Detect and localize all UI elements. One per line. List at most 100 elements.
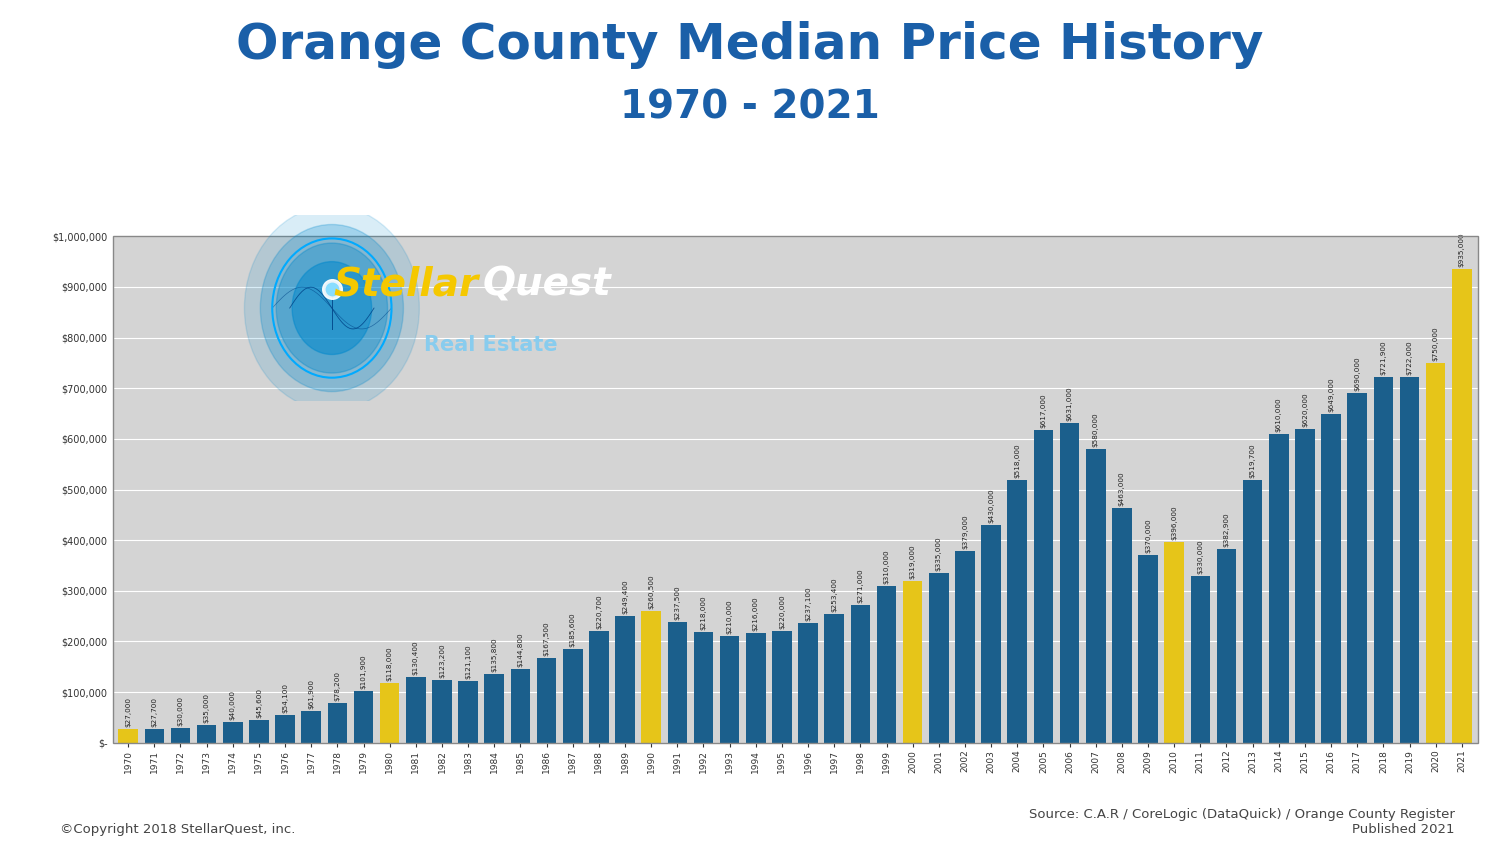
- Bar: [354, 691, 374, 743]
- Bar: [876, 586, 897, 743]
- Text: $185,600: $185,600: [570, 612, 576, 647]
- Text: $721,900: $721,900: [1380, 340, 1386, 375]
- Text: $144,800: $144,800: [518, 633, 524, 668]
- Bar: [720, 636, 740, 743]
- Bar: [327, 703, 346, 743]
- Bar: [903, 582, 922, 743]
- Bar: [118, 729, 138, 743]
- Bar: [196, 725, 216, 743]
- Bar: [510, 669, 530, 743]
- Text: $649,000: $649,000: [1328, 377, 1334, 412]
- Bar: [1034, 430, 1053, 743]
- Text: $123,200: $123,200: [440, 644, 446, 679]
- Text: $35,000: $35,000: [204, 693, 210, 723]
- Text: $121,100: $121,100: [465, 645, 471, 679]
- Text: $617,000: $617,000: [1041, 393, 1047, 428]
- Bar: [171, 728, 190, 743]
- Text: $237,100: $237,100: [806, 586, 812, 620]
- Text: $396,000: $396,000: [1172, 506, 1178, 540]
- Bar: [693, 632, 714, 743]
- Text: $935,000: $935,000: [1460, 233, 1466, 268]
- Text: $379,000: $379,000: [962, 514, 968, 549]
- Text: $722,000: $722,000: [1407, 340, 1413, 375]
- Text: 1970 - 2021: 1970 - 2021: [620, 89, 880, 127]
- Bar: [615, 616, 634, 743]
- Bar: [1191, 576, 1210, 743]
- Text: $45,600: $45,600: [256, 688, 262, 717]
- Text: $335,000: $335,000: [936, 537, 942, 571]
- Bar: [276, 716, 296, 743]
- Bar: [1452, 269, 1472, 743]
- Bar: [1244, 479, 1263, 743]
- Text: Real Estate: Real Estate: [424, 335, 558, 355]
- Bar: [224, 722, 243, 743]
- Bar: [1060, 423, 1080, 743]
- Bar: [1086, 449, 1106, 743]
- Text: $370,000: $370,000: [1144, 519, 1150, 554]
- Text: $631,000: $631,000: [1066, 387, 1072, 421]
- Text: $310,000: $310,000: [884, 549, 890, 584]
- Bar: [798, 623, 818, 743]
- Text: $118,000: $118,000: [387, 647, 393, 681]
- Text: $30,000: $30,000: [177, 695, 183, 726]
- Text: $78,200: $78,200: [334, 671, 340, 701]
- Bar: [562, 649, 582, 743]
- Text: $61,900: $61,900: [308, 679, 314, 709]
- Text: $690,000: $690,000: [1354, 357, 1360, 392]
- Bar: [1138, 555, 1158, 743]
- Circle shape: [276, 243, 387, 373]
- Text: $218,000: $218,000: [700, 596, 706, 630]
- Text: $430,000: $430,000: [988, 489, 994, 523]
- Bar: [1294, 429, 1314, 743]
- Point: [320, 283, 344, 296]
- Text: $519,700: $519,700: [1250, 443, 1256, 478]
- Text: Source: C.A.R / CoreLogic (DataQuick) / Orange County Register
Published 2021: Source: C.A.R / CoreLogic (DataQuick) / …: [1029, 808, 1455, 836]
- Text: Orange County Median Price History: Orange County Median Price History: [237, 21, 1263, 69]
- Bar: [590, 631, 609, 743]
- Text: $54,100: $54,100: [282, 684, 288, 713]
- Point: [320, 283, 344, 296]
- Text: Stellar: Stellar: [334, 266, 478, 304]
- Text: $220,700: $220,700: [596, 594, 602, 629]
- Bar: [1164, 542, 1184, 743]
- Bar: [537, 658, 556, 743]
- Text: $610,000: $610,000: [1276, 398, 1282, 432]
- Bar: [1400, 377, 1419, 743]
- Bar: [1269, 434, 1288, 743]
- Bar: [112, 236, 1478, 743]
- Text: $101,900: $101,900: [360, 654, 366, 689]
- Circle shape: [292, 262, 372, 354]
- Bar: [642, 611, 662, 743]
- Text: $382,900: $382,900: [1224, 512, 1230, 547]
- Text: Quest: Quest: [483, 266, 612, 304]
- Bar: [850, 605, 870, 743]
- Bar: [459, 681, 478, 743]
- Text: $750,000: $750,000: [1432, 327, 1438, 361]
- Text: $330,000: $330,000: [1197, 539, 1203, 574]
- Text: $463,000: $463,000: [1119, 472, 1125, 506]
- Bar: [746, 633, 765, 743]
- Text: $130,400: $130,400: [413, 640, 419, 674]
- Text: $220,000: $220,000: [778, 595, 784, 630]
- Text: $40,000: $40,000: [230, 690, 236, 721]
- Text: $271,000: $271,000: [858, 569, 864, 603]
- Text: $518,000: $518,000: [1014, 444, 1020, 479]
- Bar: [302, 711, 321, 743]
- Bar: [249, 720, 268, 743]
- Bar: [1322, 414, 1341, 743]
- Text: $27,700: $27,700: [152, 696, 157, 727]
- Bar: [380, 683, 399, 743]
- Bar: [1008, 480, 1028, 743]
- Bar: [144, 728, 164, 743]
- Bar: [1426, 363, 1446, 743]
- Circle shape: [261, 225, 404, 392]
- Text: $580,000: $580,000: [1092, 413, 1098, 447]
- Bar: [825, 614, 844, 743]
- Bar: [981, 525, 1000, 743]
- Bar: [1112, 508, 1131, 743]
- Text: $135,800: $135,800: [492, 637, 498, 672]
- Text: $237,500: $237,500: [675, 586, 681, 620]
- Bar: [956, 551, 975, 743]
- Text: ©Copyright 2018 StellarQuest, inc.: ©Copyright 2018 StellarQuest, inc.: [60, 823, 296, 836]
- Circle shape: [244, 206, 420, 410]
